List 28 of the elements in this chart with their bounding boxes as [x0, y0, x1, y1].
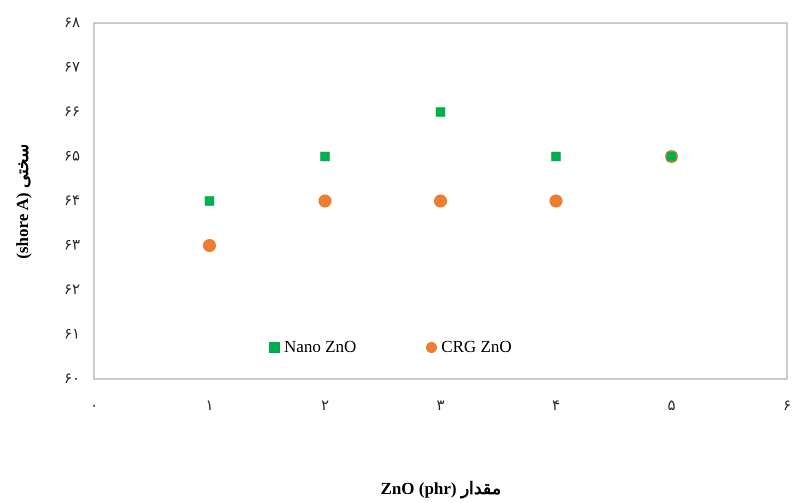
y-tick-label: ۶۷: [64, 59, 80, 76]
legend-label: CRG ZnO: [441, 337, 512, 357]
y-tick-label: ۶۸: [64, 14, 80, 31]
y-tick-label: ۶۰: [64, 370, 80, 387]
y-tick-label: ۶۶: [64, 104, 80, 120]
point: [204, 196, 214, 206]
x-tick-label: ۶: [783, 398, 791, 414]
y-axis-title: سختی (shore A): [11, 144, 32, 258]
x-tick-label: ۴: [552, 398, 560, 414]
x-tick-label: ۱: [206, 398, 214, 414]
point: [203, 239, 216, 252]
y-tick-label: ۶۲: [64, 282, 80, 298]
point: [318, 194, 332, 208]
point: [320, 152, 330, 162]
x-tick-label: ۰: [90, 398, 98, 414]
point: [434, 194, 447, 208]
x-tick-label: ۲: [321, 398, 329, 414]
point: [551, 152, 561, 162]
y-tick-label: ۶۱: [64, 326, 80, 342]
x-tick-label: ۵: [668, 398, 676, 414]
point: [550, 194, 562, 208]
point: [436, 107, 446, 117]
y-tick-label: ۶۵: [64, 148, 80, 164]
legend-label: Nano ZnO: [284, 337, 356, 357]
x-tick-label: ۳: [436, 398, 444, 414]
y-tick-label: ۶۴: [64, 192, 80, 209]
y-tick-label: ۶۳: [64, 237, 80, 254]
x-axis-title: مقدار (phr) ZnO: [380, 478, 501, 499]
